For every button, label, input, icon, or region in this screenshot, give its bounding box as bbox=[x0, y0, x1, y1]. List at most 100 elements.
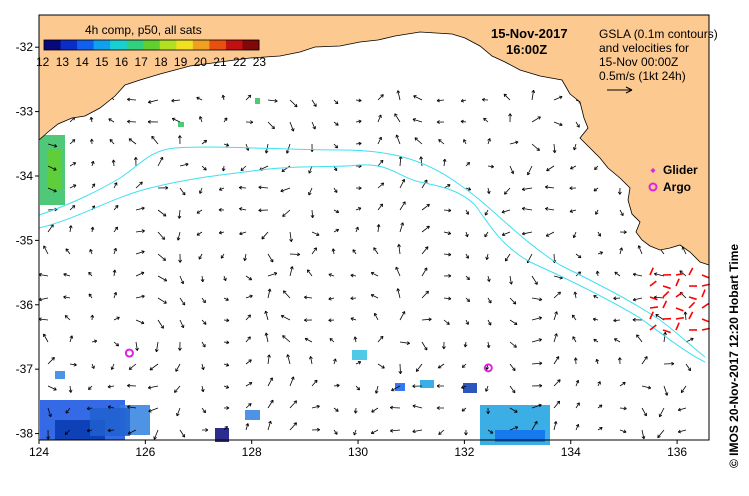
colorbar-swatch bbox=[225, 40, 243, 50]
velocity-arrow bbox=[509, 426, 519, 431]
velocity-arrow bbox=[89, 248, 93, 255]
velocity-arrow bbox=[412, 404, 423, 409]
velocity-arrow bbox=[179, 162, 189, 167]
velocity-arrow bbox=[569, 209, 577, 213]
velocity-arrow bbox=[267, 272, 278, 277]
velocity-arrow bbox=[531, 143, 540, 151]
velocity-arrow bbox=[573, 143, 577, 151]
velocity-arrow bbox=[333, 143, 339, 149]
velocity-arrow bbox=[436, 406, 445, 410]
hf-arrow bbox=[701, 318, 710, 323]
velocity-arrow bbox=[223, 318, 230, 323]
velocity-note-line3: 15-Nov 00:00Z bbox=[599, 55, 678, 69]
velocity-arrow bbox=[69, 184, 77, 189]
velocity-arrow bbox=[289, 252, 301, 257]
velocity-arrow bbox=[377, 203, 384, 211]
velocity-arrow bbox=[465, 319, 469, 325]
velocity-arrow bbox=[399, 178, 406, 189]
velocity-arrow bbox=[421, 341, 428, 351]
velocity-arrow bbox=[157, 185, 169, 190]
colorbar-label: 22 bbox=[233, 55, 247, 69]
velocity-arrow bbox=[486, 407, 491, 415]
velocity-arrow bbox=[157, 297, 167, 304]
velocity-arrow bbox=[531, 116, 541, 123]
velocity-arrow bbox=[526, 165, 533, 176]
argo-float-marker[interactable] bbox=[124, 348, 134, 358]
hf-arrow bbox=[662, 300, 668, 309]
velocity-arrow bbox=[157, 253, 167, 261]
velocity-arrow bbox=[177, 341, 182, 351]
velocity-arrow bbox=[421, 317, 432, 322]
colorbar-swatch bbox=[110, 40, 128, 50]
y-axis: -32 -33 -34 -35 -36 -37 -38 bbox=[16, 40, 39, 441]
velocity-arrow bbox=[43, 333, 49, 343]
velocity-note: GSLA (0.1m contours) and velocities for … bbox=[599, 27, 718, 94]
velocity-arrow bbox=[465, 209, 469, 215]
colorbar-swatch bbox=[77, 40, 95, 50]
sst-patches bbox=[40, 98, 550, 445]
velocity-arrow bbox=[487, 138, 491, 145]
y-tick-label: -35 bbox=[16, 233, 34, 247]
hf-arrow bbox=[662, 285, 671, 290]
velocity-arrow bbox=[154, 341, 159, 353]
velocity-arrow bbox=[655, 314, 665, 321]
velocity-arrow bbox=[47, 357, 55, 365]
velocity-arrow bbox=[377, 94, 384, 101]
velocity-arrow bbox=[486, 187, 491, 194]
velocity-arrow bbox=[245, 94, 252, 101]
velocity-arrow bbox=[487, 429, 494, 434]
velocity-arrow bbox=[553, 421, 558, 431]
velocity-arrow bbox=[196, 96, 203, 101]
velocity-arrow bbox=[465, 275, 470, 281]
velocity-arrow bbox=[267, 98, 278, 103]
velocity-arrow bbox=[218, 230, 225, 235]
velocity-arrow bbox=[632, 297, 643, 302]
velocity-arrow bbox=[107, 384, 115, 389]
argo-float-marker[interactable] bbox=[483, 363, 493, 373]
velocity-arrow bbox=[113, 341, 120, 347]
velocity-arrow bbox=[531, 275, 538, 285]
velocity-arrow bbox=[677, 429, 687, 434]
velocity-arrow bbox=[421, 203, 430, 211]
velocity-arrow bbox=[311, 427, 320, 432]
argo-icon bbox=[648, 182, 658, 192]
velocity-arrow bbox=[397, 244, 401, 255]
velocity-arrow bbox=[243, 253, 247, 261]
velocity-arrow bbox=[619, 247, 623, 255]
velocity-arrow bbox=[311, 379, 318, 387]
velocity-arrow bbox=[178, 253, 183, 263]
velocity-arrow bbox=[390, 428, 401, 433]
velocity-arrow bbox=[333, 383, 340, 388]
velocity-arrow bbox=[261, 231, 269, 240]
velocity-arrow bbox=[280, 187, 291, 193]
y-tick-label: -32 bbox=[16, 40, 34, 54]
velocity-arrow bbox=[553, 333, 558, 343]
velocity-arrow bbox=[396, 90, 401, 101]
velocity-arrow bbox=[390, 405, 401, 410]
velocity-arrow bbox=[223, 385, 230, 389]
velocity-arrow bbox=[412, 429, 423, 434]
velocity-arrow bbox=[350, 296, 357, 301]
velocity-arrow bbox=[443, 252, 452, 257]
velocity-arrow bbox=[376, 224, 381, 233]
velocity-arrow bbox=[509, 407, 518, 413]
velocity-arrow bbox=[399, 222, 404, 233]
velocity-arrow bbox=[685, 363, 692, 372]
colorbar-label: 20 bbox=[194, 55, 208, 69]
velocity-arrow bbox=[484, 231, 489, 238]
velocity-arrow bbox=[289, 266, 294, 277]
velocity-arrow bbox=[333, 99, 339, 105]
velocity-arrow bbox=[333, 407, 339, 412]
velocity-arrow bbox=[483, 117, 489, 123]
velocity-arrow bbox=[267, 121, 275, 130]
velocity-arrow bbox=[329, 338, 335, 343]
velocity-arrow bbox=[509, 341, 517, 348]
velocity-arrow bbox=[632, 317, 643, 322]
velocity-arrow bbox=[47, 385, 57, 391]
hf-arrow bbox=[662, 290, 670, 298]
velocity-arrow bbox=[350, 273, 357, 278]
velocity-arrows bbox=[38, 89, 694, 440]
velocity-arrow bbox=[201, 341, 206, 348]
velocity-arrow bbox=[267, 253, 274, 263]
